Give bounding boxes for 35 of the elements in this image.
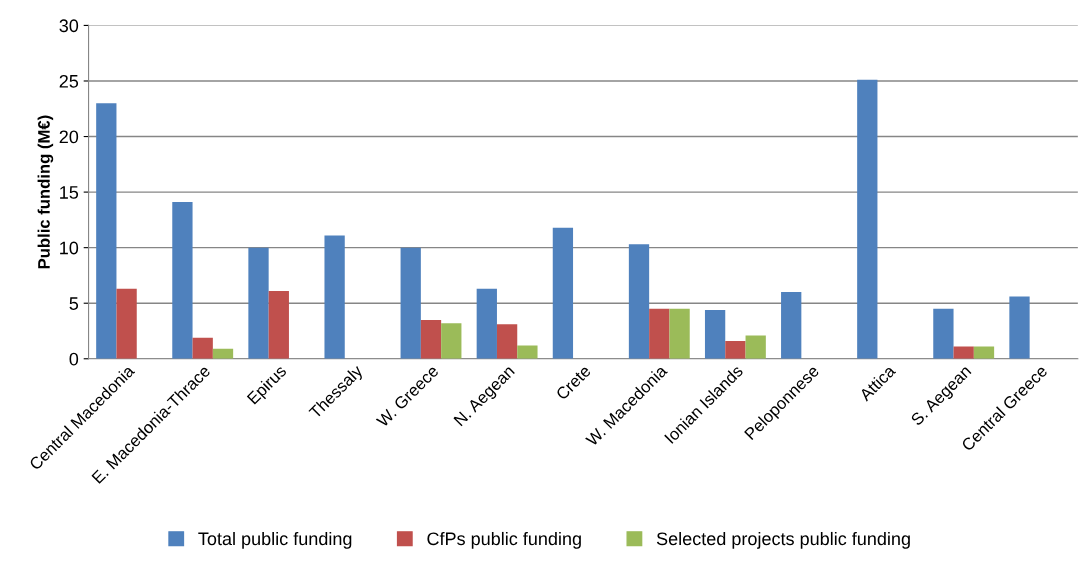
y-tick-label: 30 bbox=[59, 19, 79, 33]
y-tick-label: 20 bbox=[59, 130, 79, 144]
bar bbox=[781, 292, 802, 359]
bar bbox=[552, 227, 574, 359]
bar bbox=[172, 202, 193, 359]
bar bbox=[1009, 296, 1030, 359]
y-tick-label: 5 bbox=[69, 297, 79, 310]
y-tick-label: 25 bbox=[59, 74, 79, 88]
bar bbox=[476, 288, 497, 359]
legend-label: CfPs public funding bbox=[427, 531, 581, 549]
bar bbox=[704, 309, 726, 359]
bar bbox=[96, 103, 117, 359]
legend-label: Selected projects public funding bbox=[656, 531, 910, 549]
bar bbox=[400, 247, 421, 359]
y-tick-label: 0 bbox=[69, 352, 79, 366]
bar bbox=[745, 335, 766, 359]
bar bbox=[268, 290, 289, 359]
bar bbox=[649, 308, 670, 359]
bar bbox=[517, 345, 538, 359]
bar bbox=[441, 323, 462, 359]
bar bbox=[669, 308, 690, 359]
y-axis-title: Public funding (M€) bbox=[37, 115, 54, 269]
bar bbox=[628, 244, 650, 359]
legend-label: Total public funding bbox=[198, 531, 352, 549]
y-tick-label: 10 bbox=[60, 241, 79, 255]
bar bbox=[725, 341, 746, 359]
bar bbox=[192, 337, 213, 359]
bar bbox=[857, 79, 878, 359]
bar bbox=[324, 235, 345, 359]
bar bbox=[933, 308, 954, 359]
bar bbox=[248, 247, 269, 359]
bar bbox=[116, 288, 137, 359]
bar bbox=[496, 324, 518, 359]
y-tick-label: 15 bbox=[60, 186, 79, 199]
bar bbox=[420, 319, 442, 359]
